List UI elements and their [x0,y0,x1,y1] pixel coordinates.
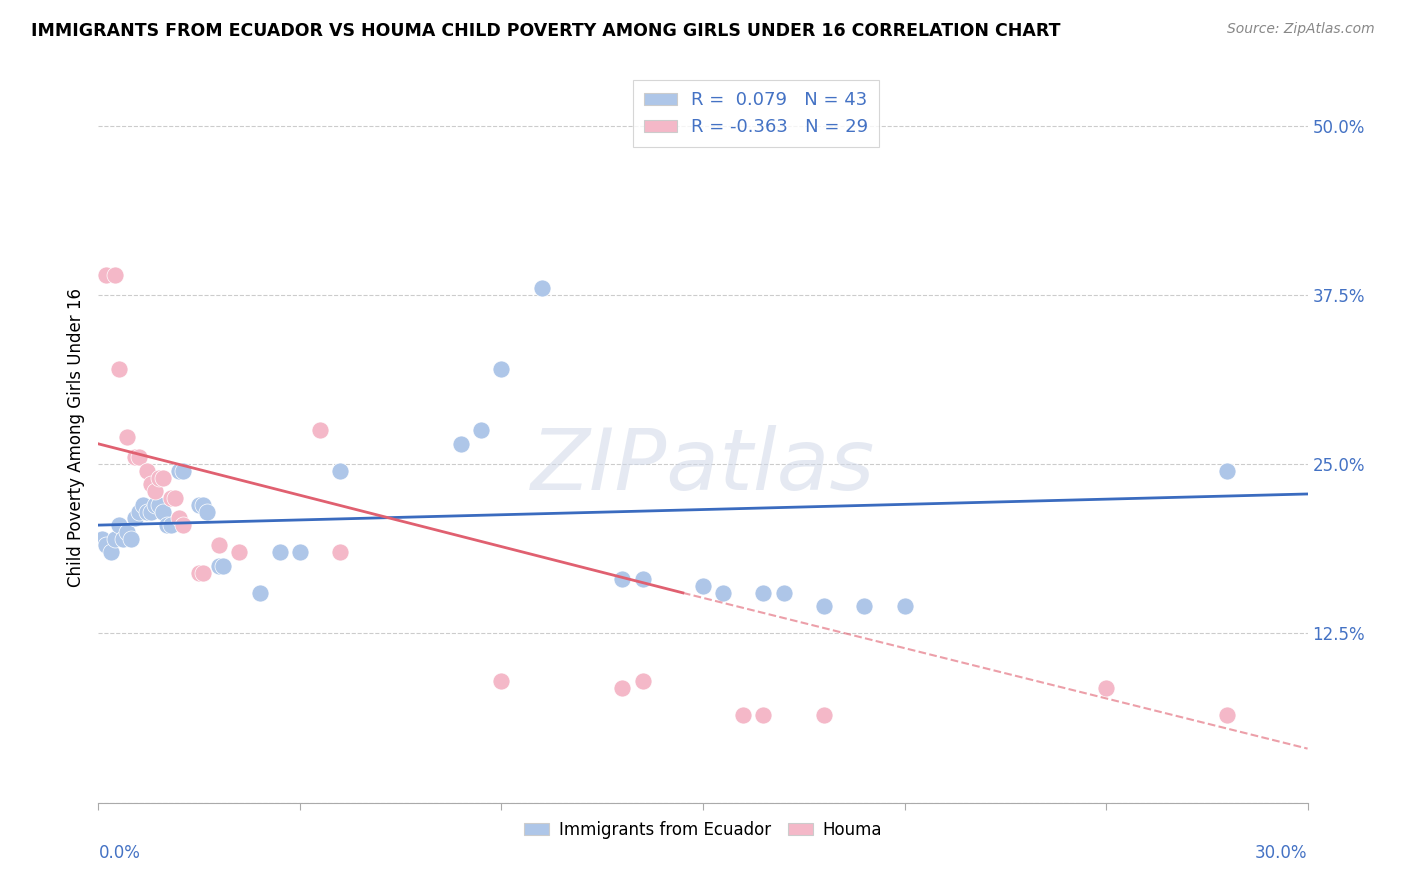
Point [128,505,150,519]
Text: Source: ZipAtlas.com: Source: ZipAtlas.com [1227,22,1375,37]
Point [172,518,194,533]
Point [107,362,129,376]
Point [530,281,553,295]
Point [329,464,352,478]
Point [893,599,915,614]
Point [96,268,118,282]
Point [752,707,775,722]
Y-axis label: Child Poverty Among Girls Under 16: Child Poverty Among Girls Under 16 [66,287,84,587]
Point [288,545,311,559]
Point [193,566,215,580]
Point [733,707,755,722]
Point [450,437,472,451]
Point [269,545,291,559]
Point [853,599,876,614]
Point [132,498,155,512]
Point [103,532,125,546]
Point [813,599,835,614]
Text: ZIPatlas: ZIPatlas [531,425,875,508]
Point [115,430,138,444]
Point [91,532,114,546]
Point [249,586,271,600]
Point [160,518,183,533]
Point [128,450,150,465]
Point [100,545,122,559]
Point [631,572,654,586]
Point [195,505,218,519]
Point [148,471,170,485]
Point [124,450,146,465]
Point [208,558,231,573]
Point [107,518,129,533]
Legend: Immigrants from Ecuador, Houma: Immigrants from Ecuador, Houma [517,814,889,846]
Text: 0.0%: 0.0% [98,845,141,863]
Text: IMMIGRANTS FROM ECUADOR VS HOUMA CHILD POVERTY AMONG GIRLS UNDER 16 CORRELATION : IMMIGRANTS FROM ECUADOR VS HOUMA CHILD P… [31,22,1060,40]
Point [470,423,492,437]
Point [135,505,157,519]
Point [167,511,190,525]
Point [172,464,194,478]
Point [772,586,794,600]
Point [188,498,211,512]
Point [752,586,775,600]
Point [491,362,513,376]
Point [193,498,215,512]
Point [115,524,138,539]
Point [120,532,142,546]
Point [208,538,231,552]
Text: 30.0%: 30.0% [1256,845,1308,863]
Point [143,484,166,499]
Point [692,579,714,593]
Point [139,505,162,519]
Point [228,545,250,559]
Point [143,498,166,512]
Point [612,572,634,586]
Point [1216,707,1239,722]
Point [329,545,352,559]
Point [813,707,835,722]
Point [212,558,235,573]
Point [160,491,183,505]
Point [111,532,134,546]
Point [309,423,332,437]
Point [631,673,654,688]
Point [163,491,186,505]
Point [491,673,513,688]
Point [103,268,125,282]
Point [612,681,634,695]
Point [148,498,170,512]
Point [188,566,211,580]
Point [139,477,162,491]
Point [96,538,118,552]
Point [156,518,179,533]
Point [152,505,174,519]
Point [152,471,174,485]
Point [135,464,157,478]
Point [711,586,734,600]
Point [1095,681,1118,695]
Point [1216,464,1239,478]
Point [124,511,146,525]
Point [167,464,190,478]
